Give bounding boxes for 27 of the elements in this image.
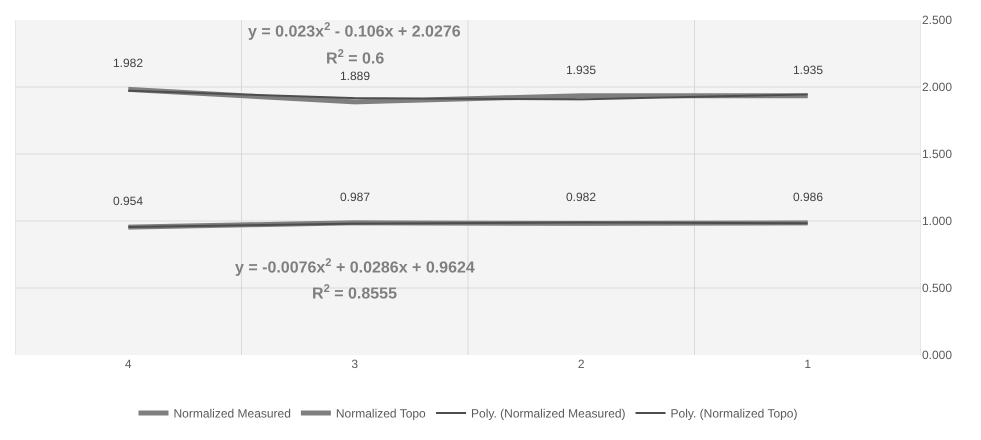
x-tick-label: 3	[351, 357, 358, 371]
annotation: R$^{2}$ = 0.8555	[312, 283, 398, 303]
legend-label: Normalized Measured	[174, 406, 291, 421]
annotation: y = 0.023x$^{2}$ - 0.106x + 2.0276	[248, 21, 461, 41]
y-tick-label: 1.000	[922, 214, 952, 228]
data-label: 0.982	[566, 190, 596, 204]
y-tick-label: 2.000	[922, 80, 952, 94]
x-tick-label: 4	[124, 357, 132, 371]
legend-label: Poly. (Normalized Topo)	[670, 406, 798, 421]
x-tick-label: 2	[578, 357, 585, 371]
y-tick-label: 0.000	[922, 348, 952, 362]
x-tick-label: 1	[804, 357, 812, 371]
data-label: 1.889	[340, 69, 370, 83]
legend-label: Normalized Topo	[336, 406, 426, 421]
data-label: 1.935	[566, 63, 596, 77]
annotation: y = -0.0076x$^{2}$ + 0.0286x + 0.9624	[235, 257, 475, 277]
line-series	[127, 90, 809, 100]
data-label: 1.935	[793, 63, 824, 77]
data-label: 0.986	[793, 190, 824, 204]
data-label: 0.954	[113, 194, 144, 208]
legend-label: Poly. (Normalized Measured)	[471, 406, 626, 421]
data-label: 0.987	[340, 190, 370, 204]
y-tick-label: 1.500	[922, 147, 952, 162]
y-tick-label: 2.500	[922, 13, 952, 28]
y-tick-label: 0.500	[922, 281, 952, 296]
annotation: R$^{2}$ = 0.6	[326, 48, 384, 68]
data-label: 1.982	[113, 56, 144, 70]
